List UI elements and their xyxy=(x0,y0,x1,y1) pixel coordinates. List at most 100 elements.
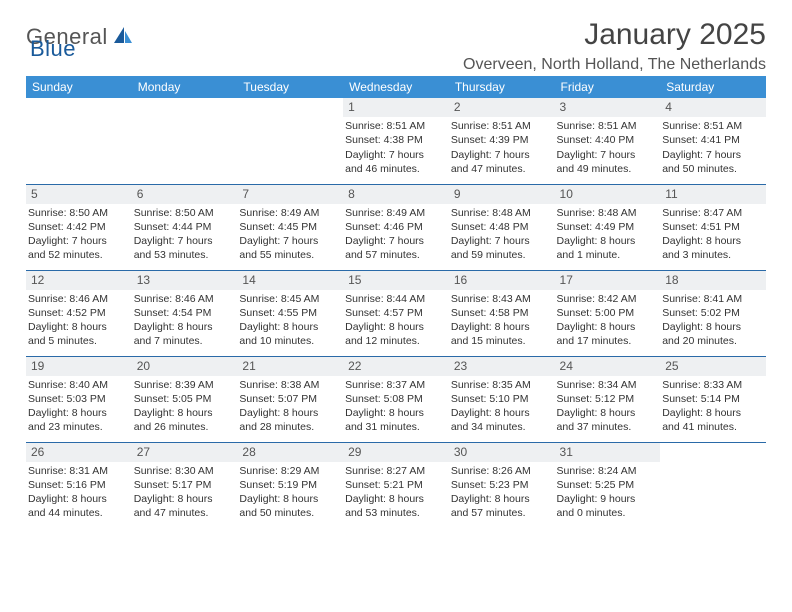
day-number: 13 xyxy=(132,271,238,290)
day-number: 21 xyxy=(237,357,343,376)
sunrise-text: Sunrise: 8:50 AM xyxy=(134,206,234,220)
daylight-text-line1: Daylight: 8 hours xyxy=(134,492,234,506)
sunset-text: Sunset: 4:48 PM xyxy=(451,220,551,234)
day-details: Sunrise: 8:38 AMSunset: 5:07 PMDaylight:… xyxy=(237,376,343,437)
day-number: 17 xyxy=(555,271,661,290)
day-number: 20 xyxy=(132,357,238,376)
calendar-day-cell: 18Sunrise: 8:41 AMSunset: 5:02 PMDayligh… xyxy=(660,270,766,356)
calendar-day-cell: 15Sunrise: 8:44 AMSunset: 4:57 PMDayligh… xyxy=(343,270,449,356)
sunset-text: Sunset: 4:58 PM xyxy=(451,306,551,320)
day-details: Sunrise: 8:34 AMSunset: 5:12 PMDaylight:… xyxy=(555,376,661,437)
calendar-day-cell xyxy=(237,98,343,184)
day-number: 27 xyxy=(132,443,238,462)
daylight-text-line1: Daylight: 9 hours xyxy=(557,492,657,506)
day-number: 18 xyxy=(660,271,766,290)
daylight-text-line1: Daylight: 7 hours xyxy=(662,148,762,162)
day-number: 11 xyxy=(660,185,766,204)
sunset-text: Sunset: 4:54 PM xyxy=(134,306,234,320)
daylight-text-line1: Daylight: 8 hours xyxy=(28,320,128,334)
day-details: Sunrise: 8:24 AMSunset: 5:25 PMDaylight:… xyxy=(555,462,661,523)
day-details: Sunrise: 8:47 AMSunset: 4:51 PMDaylight:… xyxy=(660,204,766,265)
sunset-text: Sunset: 5:23 PM xyxy=(451,478,551,492)
sunset-text: Sunset: 5:12 PM xyxy=(557,392,657,406)
day-details: Sunrise: 8:39 AMSunset: 5:05 PMDaylight:… xyxy=(132,376,238,437)
day-number: 4 xyxy=(660,98,766,117)
sunset-text: Sunset: 5:16 PM xyxy=(28,478,128,492)
day-details: Sunrise: 8:29 AMSunset: 5:19 PMDaylight:… xyxy=(237,462,343,523)
daylight-text-line1: Daylight: 8 hours xyxy=(239,320,339,334)
sunset-text: Sunset: 4:57 PM xyxy=(345,306,445,320)
sunrise-text: Sunrise: 8:46 AM xyxy=(134,292,234,306)
sunset-text: Sunset: 4:52 PM xyxy=(28,306,128,320)
daylight-text-line1: Daylight: 8 hours xyxy=(345,320,445,334)
sunset-text: Sunset: 5:05 PM xyxy=(134,392,234,406)
calendar-day-cell: 10Sunrise: 8:48 AMSunset: 4:49 PMDayligh… xyxy=(555,184,661,270)
daylight-text-line1: Daylight: 8 hours xyxy=(557,234,657,248)
calendar-day-cell: 4Sunrise: 8:51 AMSunset: 4:41 PMDaylight… xyxy=(660,98,766,184)
sunrise-text: Sunrise: 8:37 AM xyxy=(345,378,445,392)
day-number: 22 xyxy=(343,357,449,376)
calendar-day-cell: 8Sunrise: 8:49 AMSunset: 4:46 PMDaylight… xyxy=(343,184,449,270)
daylight-text-line1: Daylight: 8 hours xyxy=(662,234,762,248)
weekday-header: Thursday xyxy=(449,76,555,98)
day-number: 29 xyxy=(343,443,449,462)
brand-name-part2: Blue xyxy=(30,36,76,61)
sunrise-text: Sunrise: 8:50 AM xyxy=(28,206,128,220)
day-number: 16 xyxy=(449,271,555,290)
month-title: January 2025 xyxy=(463,18,766,52)
daylight-text-line1: Daylight: 7 hours xyxy=(345,148,445,162)
calendar-day-cell: 28Sunrise: 8:29 AMSunset: 5:19 PMDayligh… xyxy=(237,442,343,528)
calendar-week-row: 5Sunrise: 8:50 AMSunset: 4:42 PMDaylight… xyxy=(26,184,766,270)
daylight-text-line2: and 52 minutes. xyxy=(28,248,128,262)
daylight-text-line2: and 47 minutes. xyxy=(451,162,551,176)
day-details: Sunrise: 8:50 AMSunset: 4:42 PMDaylight:… xyxy=(26,204,132,265)
sunset-text: Sunset: 4:42 PM xyxy=(28,220,128,234)
daylight-text-line1: Daylight: 8 hours xyxy=(451,406,551,420)
sunrise-text: Sunrise: 8:29 AM xyxy=(239,464,339,478)
sunrise-text: Sunrise: 8:40 AM xyxy=(28,378,128,392)
day-number: 2 xyxy=(449,98,555,117)
calendar-day-cell: 12Sunrise: 8:46 AMSunset: 4:52 PMDayligh… xyxy=(26,270,132,356)
day-number: 8 xyxy=(343,185,449,204)
sunrise-text: Sunrise: 8:43 AM xyxy=(451,292,551,306)
day-details: Sunrise: 8:45 AMSunset: 4:55 PMDaylight:… xyxy=(237,290,343,351)
title-block: January 2025 Overveen, North Holland, Th… xyxy=(463,18,766,74)
sunrise-text: Sunrise: 8:41 AM xyxy=(662,292,762,306)
calendar-day-cell: 29Sunrise: 8:27 AMSunset: 5:21 PMDayligh… xyxy=(343,442,449,528)
daylight-text-line2: and 17 minutes. xyxy=(557,334,657,348)
daylight-text-line1: Daylight: 7 hours xyxy=(451,148,551,162)
sunrise-text: Sunrise: 8:51 AM xyxy=(451,119,551,133)
daylight-text-line1: Daylight: 8 hours xyxy=(345,492,445,506)
sunrise-text: Sunrise: 8:24 AM xyxy=(557,464,657,478)
day-details: Sunrise: 8:51 AMSunset: 4:41 PMDaylight:… xyxy=(660,117,766,178)
sunset-text: Sunset: 4:39 PM xyxy=(451,133,551,147)
daylight-text-line1: Daylight: 7 hours xyxy=(557,148,657,162)
daylight-text-line1: Daylight: 7 hours xyxy=(451,234,551,248)
sunrise-text: Sunrise: 8:27 AM xyxy=(345,464,445,478)
sunrise-text: Sunrise: 8:48 AM xyxy=(451,206,551,220)
daylight-text-line2: and 37 minutes. xyxy=(557,420,657,434)
sunset-text: Sunset: 5:10 PM xyxy=(451,392,551,406)
day-details: Sunrise: 8:33 AMSunset: 5:14 PMDaylight:… xyxy=(660,376,766,437)
day-details: Sunrise: 8:27 AMSunset: 5:21 PMDaylight:… xyxy=(343,462,449,523)
daylight-text-line1: Daylight: 8 hours xyxy=(662,320,762,334)
sunrise-text: Sunrise: 8:45 AM xyxy=(239,292,339,306)
calendar-week-row: 1Sunrise: 8:51 AMSunset: 4:38 PMDaylight… xyxy=(26,98,766,184)
daylight-text-line1: Daylight: 8 hours xyxy=(134,406,234,420)
calendar-day-cell: 17Sunrise: 8:42 AMSunset: 5:00 PMDayligh… xyxy=(555,270,661,356)
day-details: Sunrise: 8:41 AMSunset: 5:02 PMDaylight:… xyxy=(660,290,766,351)
sunrise-text: Sunrise: 8:38 AM xyxy=(239,378,339,392)
daylight-text-line2: and 47 minutes. xyxy=(134,506,234,520)
calendar-day-cell: 14Sunrise: 8:45 AMSunset: 4:55 PMDayligh… xyxy=(237,270,343,356)
day-number: 25 xyxy=(660,357,766,376)
calendar-day-cell: 1Sunrise: 8:51 AMSunset: 4:38 PMDaylight… xyxy=(343,98,449,184)
daylight-text-line2: and 55 minutes. xyxy=(239,248,339,262)
sunset-text: Sunset: 4:41 PM xyxy=(662,133,762,147)
sunrise-text: Sunrise: 8:31 AM xyxy=(28,464,128,478)
daylight-text-line1: Daylight: 8 hours xyxy=(28,492,128,506)
calendar-page: General January 2025 Overveen, North Hol… xyxy=(0,0,792,544)
daylight-text-line2: and 31 minutes. xyxy=(345,420,445,434)
day-details: Sunrise: 8:37 AMSunset: 5:08 PMDaylight:… xyxy=(343,376,449,437)
day-number: 19 xyxy=(26,357,132,376)
daylight-text-line2: and 28 minutes. xyxy=(239,420,339,434)
